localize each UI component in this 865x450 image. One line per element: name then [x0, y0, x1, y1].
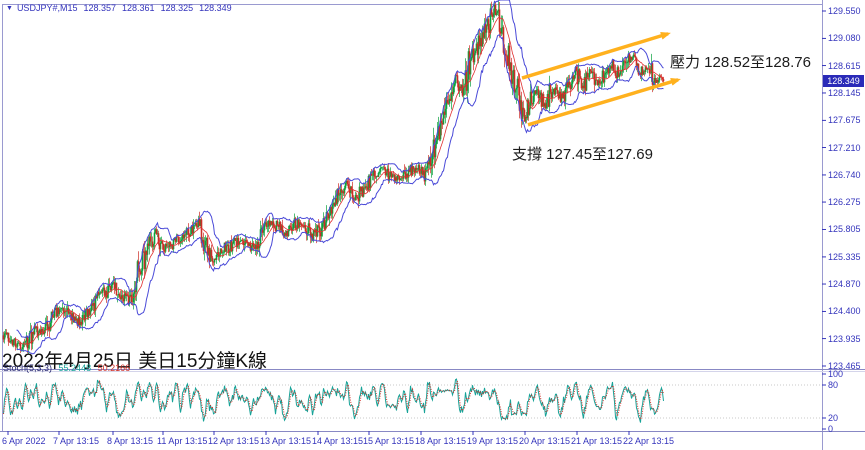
time-tick-label: 19 Apr 13:15	[467, 436, 519, 446]
time-tick-label: 6 Apr 2022	[2, 436, 46, 446]
bollinger-middle-line	[16, 17, 664, 345]
chart-header: ▼ USDJPY#,M15 128.357 128.361 128.325 128.349	[6, 3, 238, 13]
time-tick-label: 8 Apr 13:15	[107, 436, 154, 446]
time-tick-label: 14 Apr 13:15	[312, 436, 364, 446]
ohlc-high-value: 128.361	[122, 3, 155, 13]
stoch-scale-label: 80	[828, 380, 839, 390]
current-price-badge: 128.349	[823, 75, 864, 88]
time-tick-label: 21 Apr 13:15	[571, 436, 623, 446]
candle-wicks-up	[4, 1, 660, 355]
stoch-scale-label: 20	[828, 413, 839, 423]
time-tick-label: 22 Apr 13:15	[623, 436, 675, 446]
price-tick-label: 123.935	[828, 333, 861, 344]
price-tick-label: 126.740	[828, 169, 861, 180]
time-tick-label: 13 Apr 13:15	[260, 436, 312, 446]
price-tick-label: 128.145	[828, 87, 861, 98]
price-tick-label: 125.335	[828, 251, 861, 262]
price-tick-label: 123.465	[828, 361, 861, 371]
support-annotation: 支撐 127.45至127.69	[512, 146, 653, 163]
collapse-arrow-icon[interactable]: ▼	[6, 5, 13, 12]
time-tick-label: 12 Apr 13:15	[208, 436, 260, 446]
bollinger-lower-band	[16, 34, 664, 355]
stoch-k-line	[3, 378, 664, 423]
candle-bodies-down	[2, 5, 665, 350]
ohlc-open-value: 128.357	[83, 3, 117, 13]
time-tick-label: 7 Apr 13:15	[53, 436, 100, 446]
price-tick-label: 125.805	[828, 224, 861, 235]
price-tick-label: 128.615	[828, 60, 861, 71]
channel-upper-trendline[interactable]	[521, 31, 671, 80]
stoch-scale-label: 0	[828, 424, 834, 434]
candle-bodies-up	[3, 5, 661, 350]
ohlc-close-value: 128.349	[199, 3, 232, 13]
price-tick-label: 127.210	[828, 142, 861, 153]
time-tick-label: 11 Apr 13:15	[157, 436, 208, 446]
stoch-indicator-label: Stoch(5,3,3) 55.2448 50.2166	[3, 363, 130, 373]
price-tick-label: 127.675	[828, 115, 861, 126]
time-tick-label: 18 Apr 13:15	[415, 436, 467, 446]
price-tick-label: 126.275	[828, 197, 861, 208]
time-tick-label: 20 Apr 13:15	[519, 436, 571, 446]
ohlc-low-value: 128.325	[160, 3, 194, 13]
price-tick-label: 124.400	[828, 306, 861, 317]
time-tick-label: 15 Apr 13:15	[363, 436, 415, 446]
bollinger-upper-band	[16, 0, 664, 339]
price-tick-label: 129.550	[828, 6, 861, 16]
stoch-name: Stoch(5,3,3)	[3, 363, 53, 373]
stoch-d-value: 50.2166	[97, 363, 131, 373]
stoch-scale-label: 100	[828, 369, 844, 379]
price-tick-label: 124.870	[828, 279, 861, 290]
resistance-annotation: 壓力 128.52至128.76	[670, 54, 811, 71]
date-title-annotation: 2022年4月25日 美日15分鐘K線	[2, 351, 268, 372]
symbol-period-label: USDJPY#,M15	[16, 3, 78, 13]
stoch-k-value: 55.2448	[58, 363, 92, 373]
price-tick-label: 129.080	[828, 33, 861, 44]
channel-lower-trendline[interactable]	[527, 78, 681, 127]
